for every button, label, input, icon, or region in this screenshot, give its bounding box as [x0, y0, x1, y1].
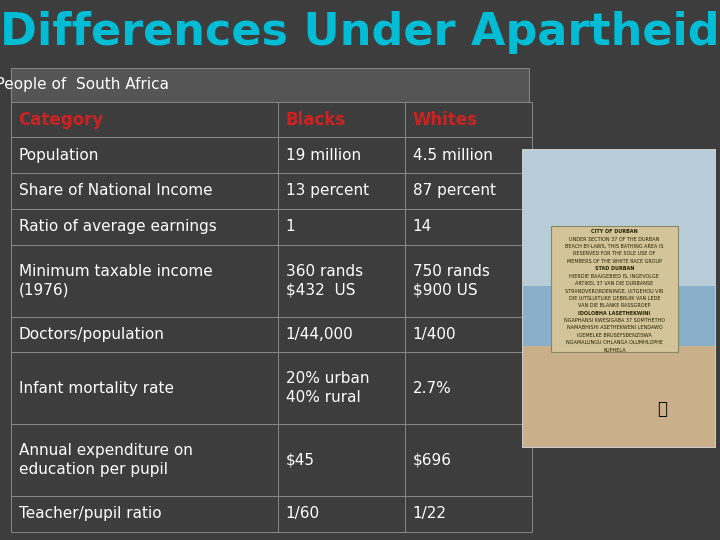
Text: 1/400: 1/400 — [413, 327, 456, 342]
Text: BEACH BY-LAWS, THIS BATHING AREA IS: BEACH BY-LAWS, THIS BATHING AREA IS — [565, 244, 664, 249]
Text: Doctors/population: Doctors/population — [19, 327, 164, 342]
Bar — [11, 353, 278, 424]
Bar — [11, 496, 278, 532]
Bar — [278, 353, 405, 424]
Text: 360 rands
$432  US: 360 rands $432 US — [286, 264, 363, 298]
Text: 1/44,000: 1/44,000 — [286, 327, 354, 342]
Bar — [11, 137, 278, 173]
Bar — [405, 173, 532, 209]
Bar — [278, 316, 405, 353]
Text: STRANDVERORDENINGE, UITGEHOU VIR: STRANDVERORDENINGE, UITGEHOU VIR — [565, 288, 664, 293]
Text: Teacher/pupil ratio: Teacher/pupil ratio — [19, 507, 161, 522]
Text: STAD DURBAN: STAD DURBAN — [595, 266, 634, 271]
Text: 20% urban
40% rural: 20% urban 40% rural — [286, 372, 369, 406]
Text: NAMABHISHI ASETHEKWENI LENDAWO: NAMABHISHI ASETHEKWENI LENDAWO — [567, 326, 662, 330]
Bar — [278, 137, 405, 173]
Text: IDOLOBHA LASETHEKWINI: IDOLOBHA LASETHEKWINI — [578, 310, 650, 315]
Bar — [522, 286, 716, 352]
Bar — [522, 346, 716, 448]
Bar — [278, 245, 405, 316]
Bar — [278, 424, 405, 496]
Bar — [11, 102, 278, 137]
Text: Share of National Income: Share of National Income — [19, 184, 212, 199]
Text: 🧍: 🧍 — [657, 400, 667, 418]
Text: Ratio of average earnings: Ratio of average earnings — [19, 219, 216, 234]
Text: Category: Category — [19, 111, 104, 129]
Text: VAN DIE BLANKE RASSGROEP: VAN DIE BLANKE RASSGROEP — [578, 303, 651, 308]
Bar — [405, 102, 532, 137]
Bar — [405, 245, 532, 316]
Text: NGAMALUNGU OHLANGA OLUMHLOPHE: NGAMALUNGU OHLANGA OLUMHLOPHE — [566, 340, 663, 345]
Bar — [278, 102, 405, 137]
Text: CITY OF DURBAN: CITY OF DURBAN — [591, 229, 638, 234]
Text: Differences Under Apartheid: Differences Under Apartheid — [0, 11, 720, 54]
Text: MEMBERS OF THE WHITE RACE GROUP: MEMBERS OF THE WHITE RACE GROUP — [567, 259, 662, 264]
Text: KUPHELA: KUPHELA — [603, 348, 626, 353]
Text: 87 percent: 87 percent — [413, 184, 495, 199]
Text: UNDER SECTION 37 OF THE DURBAN: UNDER SECTION 37 OF THE DURBAN — [569, 237, 660, 241]
Text: Whites: Whites — [413, 111, 477, 129]
Bar — [278, 209, 405, 245]
Bar — [278, 496, 405, 532]
Bar — [11, 316, 278, 353]
Text: Population: Population — [19, 147, 99, 163]
Text: $45: $45 — [286, 453, 315, 468]
Bar — [405, 496, 532, 532]
Text: IGEMELKE BRUSEFSBENZISWA: IGEMELKE BRUSEFSBENZISWA — [577, 333, 652, 338]
Bar — [11, 424, 278, 496]
Text: 1/60: 1/60 — [286, 507, 320, 522]
Bar — [11, 209, 278, 245]
Text: ARTIKEL 37 VAN DIE DURBANSE: ARTIKEL 37 VAN DIE DURBANSE — [575, 281, 654, 286]
Bar — [405, 424, 532, 496]
Bar — [405, 316, 532, 353]
Text: DIE UITSLUITLIKE GEBRUIK VAN LEDE: DIE UITSLUITLIKE GEBRUIK VAN LEDE — [569, 296, 660, 301]
Text: 19 million: 19 million — [286, 147, 361, 163]
Text: 750 rands
$900 US: 750 rands $900 US — [413, 264, 490, 298]
Text: Infant mortality rate: Infant mortality rate — [19, 381, 174, 396]
Text: 1/22: 1/22 — [413, 507, 446, 522]
Bar — [405, 209, 532, 245]
Text: 14: 14 — [413, 219, 432, 234]
Text: NGAPHANSI KWESIGABA 37 SOMTHETHO: NGAPHANSI KWESIGABA 37 SOMTHETHO — [564, 318, 665, 323]
Bar — [11, 68, 529, 102]
Bar — [405, 137, 532, 173]
Text: HIERDIE BAAIGEBIED IS, INGEVOLGE: HIERDIE BAAIGEBIED IS, INGEVOLGE — [570, 274, 660, 279]
Text: Annual expenditure on
education per pupil: Annual expenditure on education per pupi… — [19, 443, 192, 477]
Text: Apartheid and the People of  South Africa: Apartheid and the People of South Africa — [0, 77, 169, 92]
Bar — [11, 173, 278, 209]
Text: 13 percent: 13 percent — [286, 184, 369, 199]
Text: 2.7%: 2.7% — [413, 381, 451, 396]
Text: $696: $696 — [413, 453, 451, 468]
Text: RESERVED FOR THE SOLE USE OF: RESERVED FOR THE SOLE USE OF — [573, 251, 655, 256]
Bar — [552, 226, 678, 352]
Bar — [522, 148, 716, 292]
Text: 4.5 million: 4.5 million — [413, 147, 492, 163]
Bar — [11, 245, 278, 316]
Bar — [278, 173, 405, 209]
Text: 1: 1 — [286, 219, 295, 234]
Text: Minimum taxable income
(1976): Minimum taxable income (1976) — [19, 264, 212, 298]
Text: Blacks: Blacks — [286, 111, 346, 129]
Bar — [405, 353, 532, 424]
